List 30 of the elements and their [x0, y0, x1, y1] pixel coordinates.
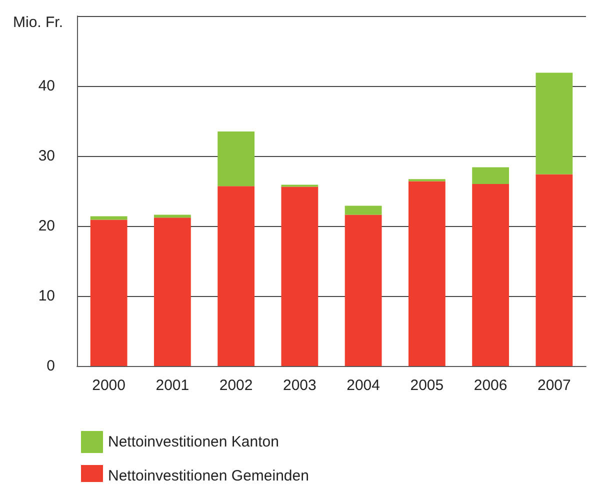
bar	[344, 206, 382, 215]
legend-label: Nettoinvestitionen Kanton	[108, 434, 279, 450]
y-tick-label: 20	[38, 218, 55, 234]
bar	[90, 216, 128, 220]
bar	[218, 132, 255, 186]
bar	[218, 186, 255, 366]
x-tick-label: 2005	[410, 377, 444, 394]
y-tick-label: 0	[46, 358, 55, 374]
bar	[472, 167, 510, 184]
x-tick-label: 2007	[538, 377, 571, 394]
bar	[408, 181, 446, 366]
x-tick-label: 2000	[92, 377, 126, 394]
bar	[281, 186, 318, 366]
legend-label: Nettoinvestitionen Gemeinden	[108, 468, 309, 484]
y-tick-label: 30	[38, 148, 55, 164]
x-tick-label: 2004	[346, 377, 380, 394]
y-tick-label: 40	[38, 78, 55, 94]
bar	[344, 214, 382, 366]
x-tick-label: 2002	[219, 377, 253, 394]
bar	[472, 184, 510, 366]
x-tick-label: 2006	[474, 377, 508, 394]
bar	[536, 174, 573, 366]
bar	[154, 214, 191, 218]
y-tick-label: 10	[38, 288, 55, 304]
bar	[90, 220, 128, 366]
x-tick-label: 2001	[156, 377, 190, 394]
bar	[536, 72, 573, 174]
y-axis-title: Mio. Fr.	[13, 14, 64, 31]
x-tick-label: 2003	[283, 377, 316, 394]
bar	[154, 218, 191, 366]
